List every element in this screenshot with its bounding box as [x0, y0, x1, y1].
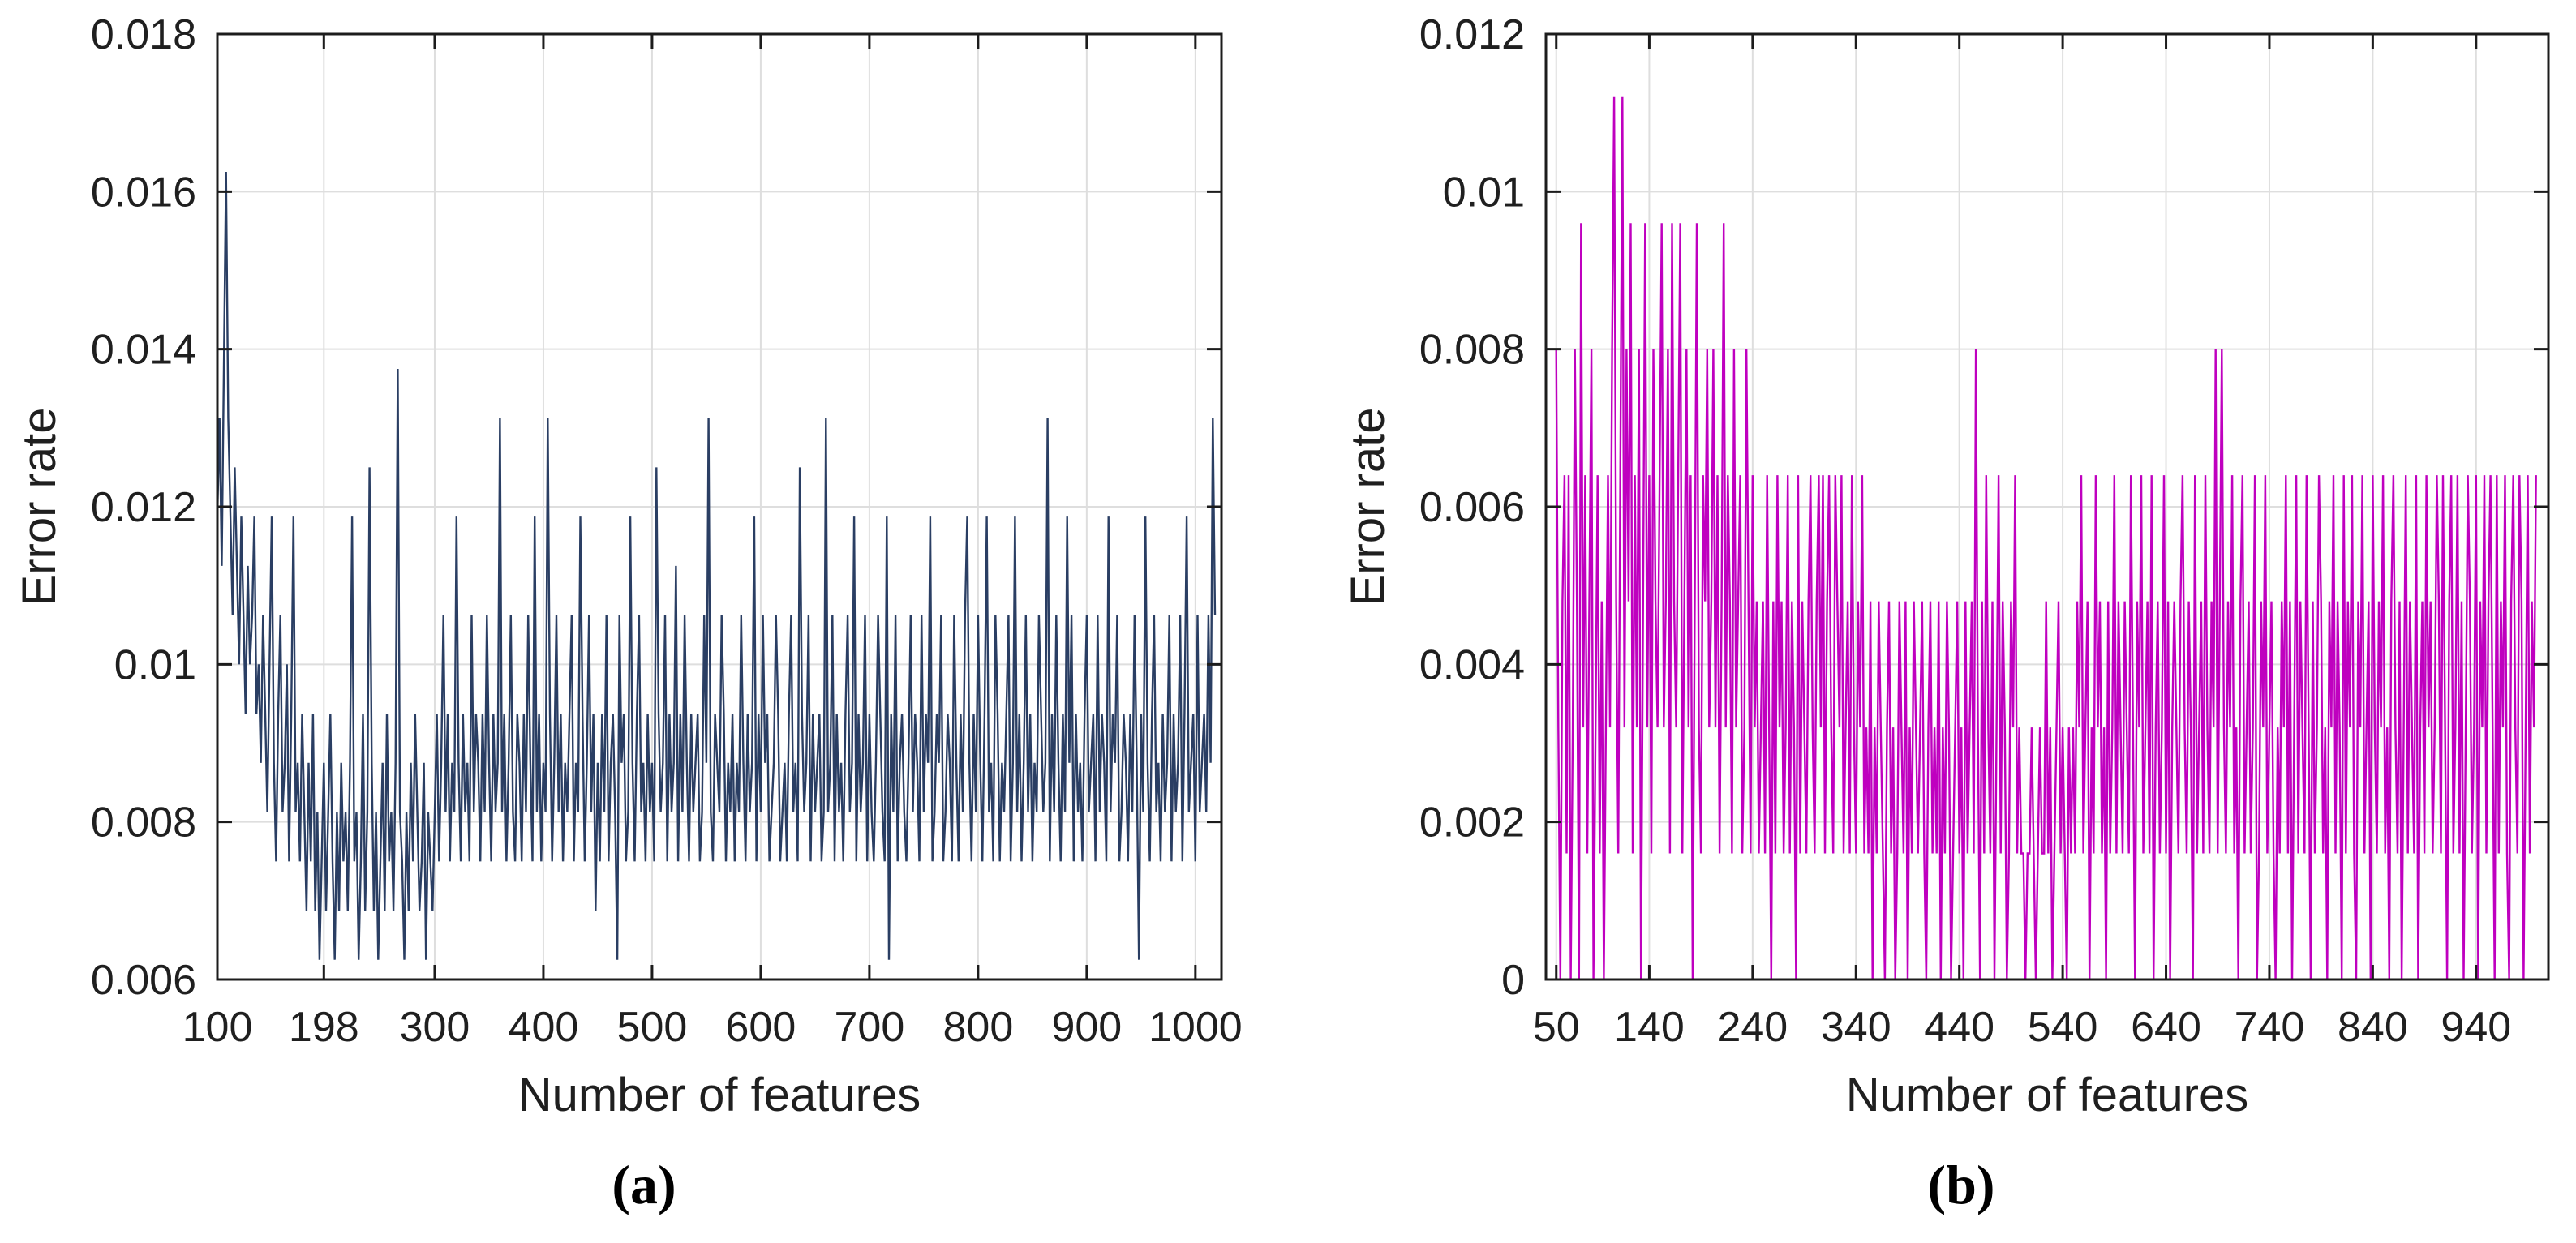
y-axis-label: Error rate — [13, 408, 66, 606]
y-tick-label: 0.01 — [1443, 169, 1525, 216]
x-tick-label: 800 — [942, 1004, 1013, 1051]
x-tick-label: 198 — [289, 1004, 359, 1051]
chart-b-svg: 50 140 240 340 440 540 640 740 840 940 0 0.002 0.004… — [1342, 11, 2550, 1121]
y-tick-label: 0.006 — [91, 957, 196, 1004]
caption-a: (a) — [612, 1154, 676, 1215]
y-tick-label: 0.01 — [114, 641, 196, 688]
x-tick-label: 1000 — [1148, 1004, 1243, 1051]
x-tick-label: 740 — [2235, 1004, 2305, 1051]
x-tick-label: 50 — [1533, 1004, 1580, 1051]
x-axis-label: Number of features — [518, 1069, 921, 1121]
x-tick-label: 240 — [1717, 1004, 1788, 1051]
y-tick-label: 0.008 — [1419, 327, 1525, 374]
y-tick-label: 0.012 — [1419, 11, 1525, 58]
y-tick-label: 0 — [1501, 957, 1525, 1004]
y-tick-label: 0.008 — [91, 799, 196, 847]
x-tick-label: 100 — [182, 1004, 253, 1051]
x-tick-label: 940 — [2441, 1004, 2511, 1051]
x-tick-label: 900 — [1051, 1004, 1122, 1051]
y-tick-label: 0.004 — [1419, 641, 1525, 688]
y-tick-label: 0.006 — [1419, 484, 1525, 531]
x-tick-label: 140 — [1614, 1004, 1685, 1051]
x-tick-label: 400 — [509, 1004, 579, 1051]
chart-a-svg: 100 198 300 400 500 600 700 800 900 1000 0.006 0.00… — [13, 11, 1243, 1121]
chart-panel-a: 100 198 300 400 500 600 700 800 900 1000 0.006 0.00… — [13, 11, 1243, 1215]
axes-box — [216, 32, 1223, 981]
x-tick-label: 840 — [2338, 1004, 2408, 1051]
x-tick-label: 300 — [400, 1004, 470, 1051]
axis-labels: 100 198 300 400 500 600 700 800 900 1000 0.006 0.00… — [13, 11, 1243, 1121]
axes-box — [1544, 32, 2550, 981]
y-tick-label: 0.002 — [1419, 799, 1525, 847]
x-tick-label: 640 — [2131, 1004, 2201, 1051]
chart-panel-b: 50 140 240 340 440 540 640 740 840 940 0 0.002 0.004… — [1288, 0, 2576, 1243]
x-tick-label: 500 — [617, 1004, 688, 1051]
error-rate-line — [216, 171, 1217, 960]
y-tick-label: 0.018 — [91, 11, 196, 58]
gridlines — [217, 33, 1221, 980]
x-tick-label: 600 — [726, 1004, 796, 1051]
y-tick-label: 0.012 — [91, 484, 196, 531]
axis-labels: 50 140 240 340 440 540 640 740 840 940 0 0.002 0.004… — [1342, 11, 2511, 1121]
y-tick-label: 0.016 — [91, 169, 196, 216]
x-tick-label: 440 — [1924, 1004, 1994, 1051]
x-tick-label: 700 — [835, 1004, 905, 1051]
error-rate-line — [1555, 96, 2537, 980]
caption-b: (b) — [1927, 1154, 1995, 1215]
y-tick-label: 0.014 — [91, 327, 196, 374]
y-axis-label: Error rate — [1342, 408, 1394, 606]
x-axis-label: Number of features — [1846, 1069, 2248, 1121]
x-tick-label: 540 — [2028, 1004, 2098, 1051]
x-tick-label: 340 — [1821, 1004, 1891, 1051]
